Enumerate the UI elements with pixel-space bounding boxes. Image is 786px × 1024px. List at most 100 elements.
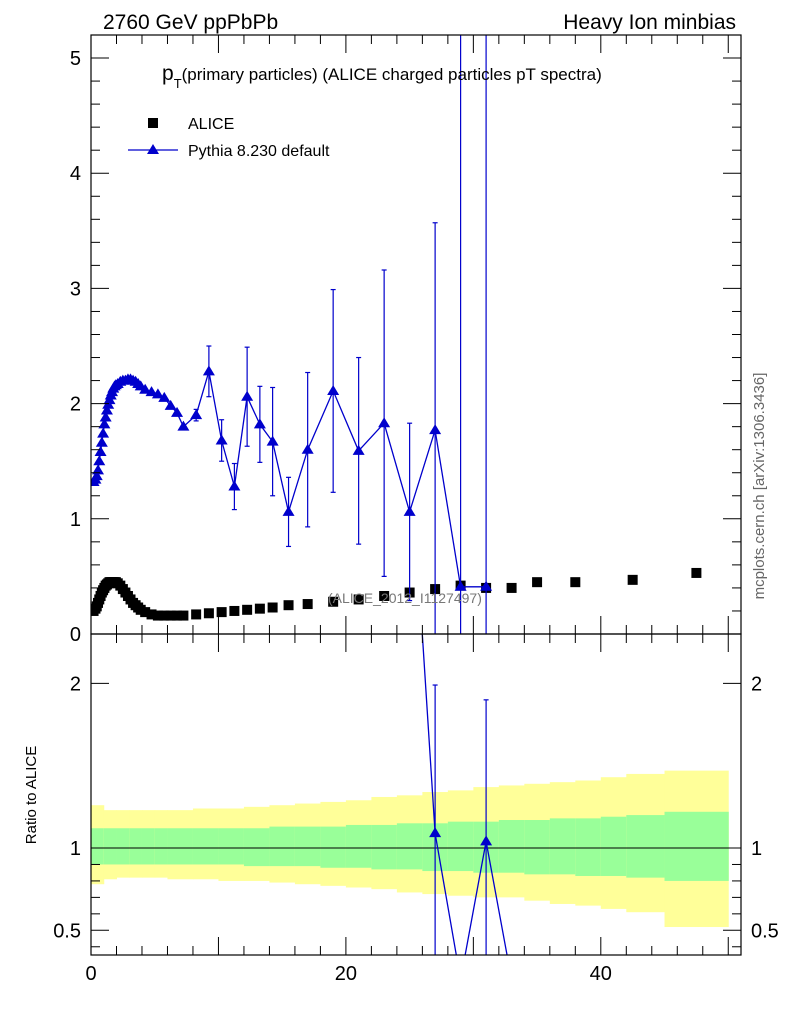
alice-data-point (140, 607, 151, 618)
pythia-data-point (98, 418, 111, 429)
pythia-data-point (352, 444, 365, 455)
pythia-data-point (145, 386, 158, 397)
stat-band-bin (447, 821, 474, 872)
pythia-data-point (266, 435, 279, 446)
plot-title: pT(primary particles) (ALICE charged par… (162, 62, 602, 91)
pythia-data-point (158, 391, 171, 402)
stat-band-bin (103, 828, 117, 865)
alice-data-point (328, 596, 339, 607)
pythia-data-point (93, 455, 106, 466)
alice-data-point (570, 577, 581, 588)
stat-band-bin (371, 824, 398, 870)
pythia-data-point (91, 470, 103, 481)
pythia-data-point (151, 388, 164, 399)
alice-data-point (165, 610, 176, 621)
pythia-data-point (327, 384, 340, 395)
main-y-tick-label: 3 (70, 278, 81, 300)
pythia-data-point (403, 505, 416, 516)
ratio-y-tick-label: 2 (70, 673, 81, 695)
pythia-data-point (253, 418, 266, 429)
x-tick-label: 0 (85, 963, 96, 985)
stat-band-bin (129, 828, 143, 865)
main-plot-area (91, 35, 702, 634)
alice-data-point (283, 600, 294, 611)
alice-data-point (379, 590, 390, 601)
x-tick-label: 40 (590, 963, 612, 985)
pythia-data-point (164, 399, 177, 410)
stat-band-bin (154, 828, 168, 865)
pythia-data-point (228, 480, 241, 491)
stat-band-bin (549, 818, 576, 875)
pythia-data-point (95, 436, 108, 447)
legend-marker-alice (148, 118, 158, 128)
alice-data-point (191, 609, 202, 620)
pythia-data-point (378, 417, 391, 428)
stat-band-bin (575, 818, 602, 876)
stat-band-bin (600, 816, 627, 876)
pythia-data-point (215, 434, 228, 445)
stat-band-bin (116, 828, 130, 865)
stat-band-bin (524, 820, 551, 875)
ratio-data-point (480, 835, 493, 846)
legend-label-alice: ALICE (188, 116, 234, 133)
ratio-uncertainty-bands (91, 770, 741, 928)
ratio-y-tick-label-right: 1 (751, 838, 762, 860)
pythia-data-point (139, 383, 152, 394)
stat-band-bin (664, 811, 729, 881)
legend-marker-pythia (147, 144, 159, 154)
alice-data-point (691, 567, 702, 578)
stat-band-bin (167, 828, 194, 865)
stat-band-bin (141, 828, 156, 865)
alice-data-point (146, 609, 157, 620)
pythia-series-line (93, 371, 487, 588)
stat-band-bin (269, 826, 296, 867)
pythia-data-point (454, 580, 467, 591)
alice-data-point (178, 610, 189, 621)
pythia-data-point (480, 580, 493, 591)
pythia-data-point (94, 445, 107, 456)
alice-data-point (216, 607, 227, 618)
alice-data-point (353, 594, 364, 605)
alice-data-point (203, 608, 214, 619)
stat-band-bin (192, 828, 219, 865)
pythia-data-point (171, 406, 184, 417)
stat-band-bin (294, 826, 321, 867)
pythia-data-point (97, 427, 110, 438)
alice-data-point (532, 577, 543, 588)
ratio-plot-area (421, 634, 508, 955)
alice-data-point (242, 604, 253, 615)
alice-data-point (302, 599, 313, 610)
pythia-data-point (99, 411, 112, 422)
alice-data-point (229, 605, 240, 616)
alice-data-point (152, 610, 163, 621)
plot-title-subscript: T (174, 76, 182, 91)
alice-data-point (159, 610, 170, 621)
pythia-data-point (202, 365, 215, 376)
pythia-data-point (190, 409, 203, 420)
pythia-data-point (177, 420, 190, 431)
legend: ALICE Pythia 8.230 default (128, 116, 330, 160)
pythia-data-point (92, 464, 105, 475)
stat-band-bin (91, 828, 105, 865)
main-y-tick-label: 0 (70, 624, 81, 646)
analysis-watermark: (ALICE_2012_I1127497) (328, 590, 482, 606)
plot-title-rest: (primary particles) (ALICE charged parti… (182, 65, 602, 84)
side-credit-label: mcplots.cern.ch [arXiv:1306.3436] (751, 373, 768, 600)
main-y-tick-label: 1 (70, 509, 81, 531)
stat-band-bin (396, 823, 423, 870)
plot-title-main: p (162, 62, 174, 85)
stat-band-bin (345, 824, 372, 868)
ratio-y-tick-label-right: 0.5 (751, 920, 779, 942)
stat-band-bin (320, 826, 347, 868)
pythia-data-point (241, 390, 254, 401)
stat-band-bin (626, 815, 666, 878)
ratio-plot-frame (90, 633, 742, 956)
pythia-data-point (282, 505, 295, 516)
x-tick-label: 20 (335, 963, 357, 985)
header-left-label: 2760 GeV ppPbPb (103, 11, 278, 34)
stat-band-bin (243, 828, 270, 867)
legend-label-pythia: Pythia 8.230 default (188, 143, 330, 160)
ratio-y-tick-label: 0.5 (53, 920, 81, 942)
